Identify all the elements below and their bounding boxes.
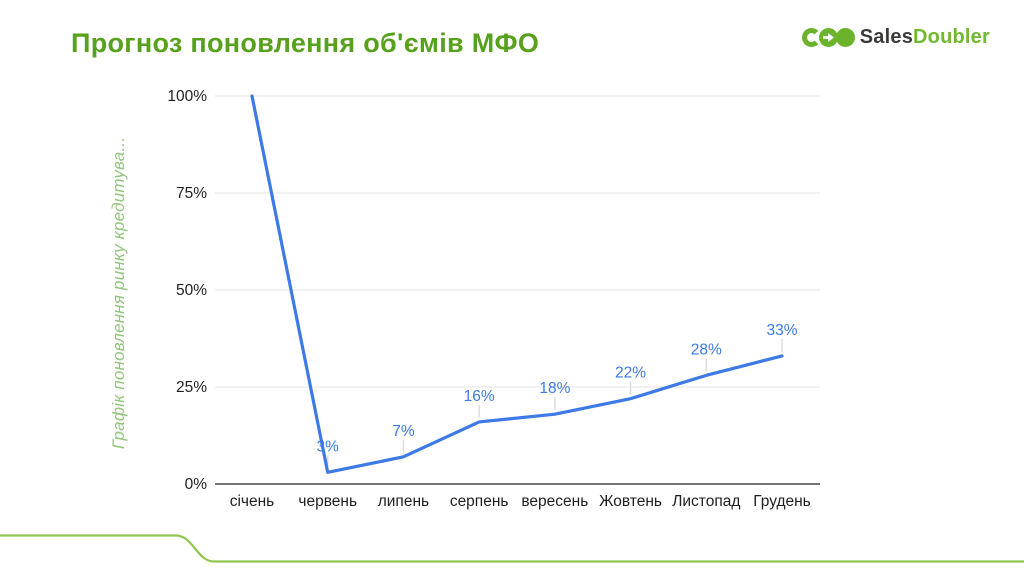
data-label: 33% [766,322,797,339]
logo-arrow-circle-icon [818,27,838,47]
logo-dot-icon [835,27,855,47]
data-label: 7% [392,423,415,440]
x-tick-label: серпень [450,493,509,510]
data-label: 22% [615,365,646,382]
data-label: 3% [317,438,340,455]
logo-c-ring-icon [801,27,821,47]
x-tick-label: Жовтень [599,493,662,510]
y-tick-label: 100% [167,88,207,105]
x-tick-label: вересень [521,493,588,510]
salesdoubler-logo: SalesDoubler [801,24,990,50]
data-label: 16% [464,388,495,405]
x-tick-label: Листопад [672,493,740,510]
arrow-right-icon [822,32,834,42]
y-tick-label: 75% [176,185,207,202]
x-tick-label: липень [378,493,429,510]
x-tick-label: червень [298,493,357,510]
logo-text-sales: Sales [859,25,914,48]
page-title: Прогноз поновлення об'ємів МФО [71,28,540,58]
logo-text: SalesDoubler [860,26,990,49]
x-tick-label: січень [230,493,275,510]
data-label: 28% [691,341,722,358]
data-label: 18% [539,380,570,397]
series-line [250,94,784,474]
x-tick-label: Грудень [753,493,811,510]
wave-line [0,534,1024,563]
logo-text-doubler: Doubler [913,25,990,48]
y-tick-label: 25% [176,379,207,396]
y-tick-label: 50% [176,282,207,299]
y-tick-label: 0% [185,476,208,493]
